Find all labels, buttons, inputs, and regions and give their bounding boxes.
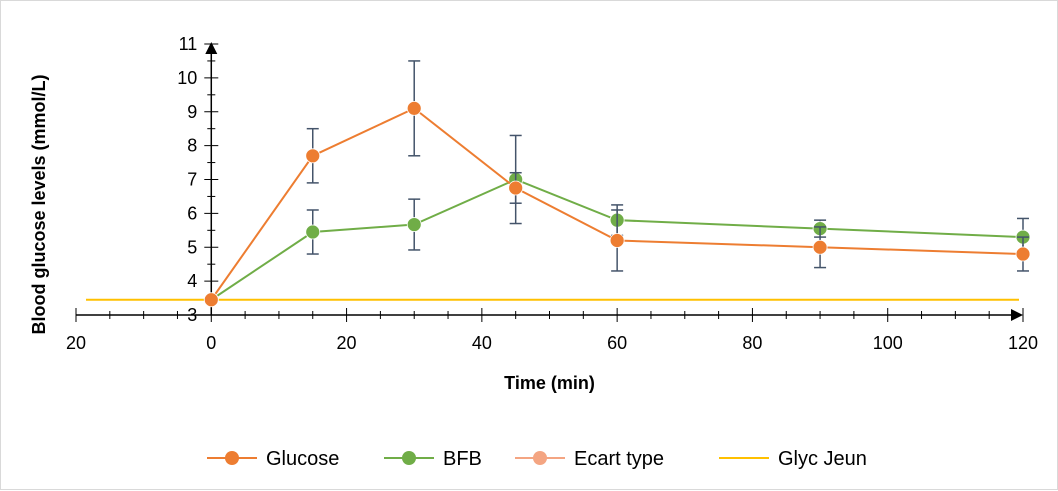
x-axis-arrow xyxy=(1011,309,1023,321)
y-tick-label: 8 xyxy=(187,136,197,156)
x-tick-label: 120 xyxy=(1008,333,1038,353)
y-tick-label: 9 xyxy=(187,102,197,122)
bfb-data-point xyxy=(406,217,422,232)
glucose-data-point xyxy=(812,239,828,255)
legend-ecart-type-marker xyxy=(533,451,547,465)
y-tick-label: 11 xyxy=(179,34,198,54)
legend-glucose-label: Glucose xyxy=(266,448,339,470)
glucose-data-point xyxy=(508,180,524,196)
legend-glucose-marker xyxy=(225,451,239,465)
y-tick-label: 5 xyxy=(187,237,197,257)
legend-glyc-jeun-label: Glyc Jeun xyxy=(778,448,867,470)
y-axis-arrow xyxy=(205,42,218,54)
glucose-data-point xyxy=(609,233,625,248)
x-tick-label: 40 xyxy=(472,333,492,353)
glucose-data-point xyxy=(406,100,422,116)
glucose-data-point xyxy=(305,148,321,164)
legend-ecart-type-label: Ecart type xyxy=(574,448,664,470)
y-axis-title: Blood glucose levels (mmol/L) xyxy=(29,74,49,334)
y-tick-label: 10 xyxy=(177,68,197,88)
y-tick-label: 7 xyxy=(187,170,197,190)
y-tick-label: 3 xyxy=(187,305,197,325)
bfb-data-point xyxy=(305,224,321,240)
glucose-data-point xyxy=(203,292,219,308)
x-tick-label: 100 xyxy=(873,333,903,353)
x-tick-label: 80 xyxy=(742,333,762,353)
x-axis-title: Time (min) xyxy=(504,373,595,393)
x-tick-label: 20 xyxy=(337,333,357,353)
x-tick-label: 0 xyxy=(206,333,216,353)
x-tick-label: 60 xyxy=(607,333,627,353)
legend-bfb-marker xyxy=(402,451,416,465)
legend-bfb-label: BFB xyxy=(443,448,482,470)
y-tick-label: 4 xyxy=(187,271,197,291)
y-tick-label: 6 xyxy=(187,203,197,223)
x-tick-label: 20 xyxy=(66,333,86,353)
glucose-data-point xyxy=(1015,246,1031,262)
